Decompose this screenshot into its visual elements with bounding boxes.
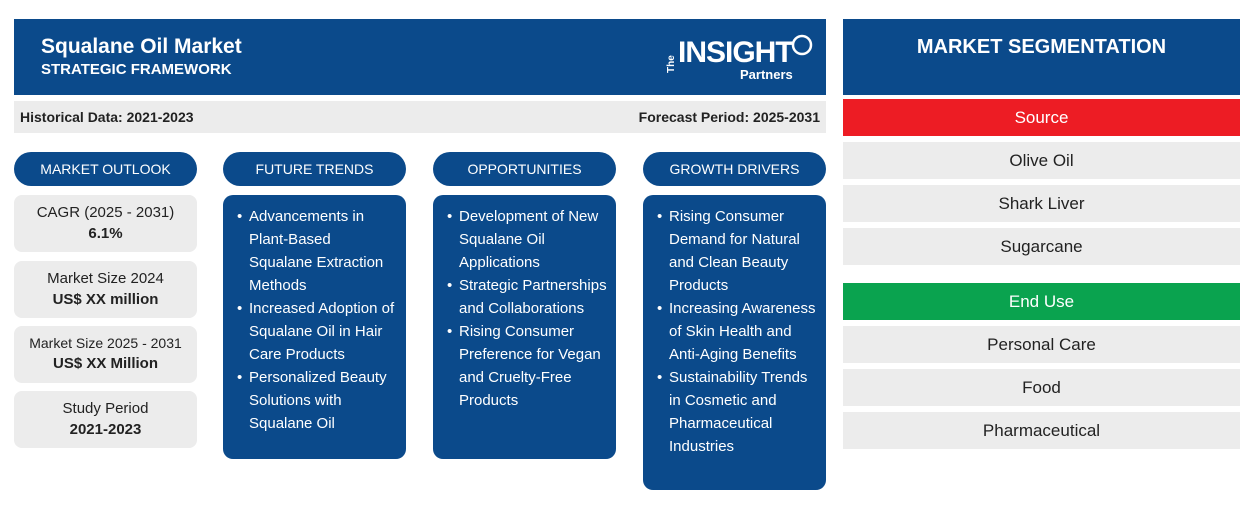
report-subtitle: STRATEGIC FRAMEWORK xyxy=(41,61,232,78)
trend-item: Increased Adoption of Squalane Oil in Ha… xyxy=(237,297,398,366)
report-header: Squalane Oil Market STRATEGIC FRAMEWORK … xyxy=(14,19,826,95)
opportunity-item: Rising Consumer Preference for Vegan and… xyxy=(447,320,608,412)
outlook-label: Market Size 2025 - 2031 xyxy=(29,335,182,351)
outlook-value: US$ XX million xyxy=(52,291,159,308)
logo-magnifier-icon xyxy=(791,34,813,56)
trend-item: Advancements in Plant-Based Squalane Ext… xyxy=(237,205,398,297)
historical-data: Historical Data: 2021-2023 xyxy=(20,109,194,125)
future-trends-box: Advancements in Plant-Based Squalane Ext… xyxy=(223,195,406,459)
outlook-card-study-period: Study Period 2021-2023 xyxy=(14,391,197,448)
driver-item: Rising Consumer Demand for Natural and C… xyxy=(657,205,818,297)
segment-heading-end-use[interactable]: End Use xyxy=(843,283,1240,320)
outlook-card-size-forecast: Market Size 2025 - 2031 US$ XX Million xyxy=(14,326,197,383)
outlook-label: Market Size 2024 xyxy=(47,270,164,287)
segment-item-food[interactable]: Food xyxy=(843,369,1240,406)
market-segmentation-title: MARKET SEGMENTATION xyxy=(843,19,1240,95)
segment-item-olive-oil[interactable]: Olive Oil xyxy=(843,142,1240,179)
opportunity-item: Development of New Squalane Oil Applicat… xyxy=(447,205,608,274)
segment-item-pharmaceutical[interactable]: Pharmaceutical xyxy=(843,412,1240,449)
segment-item-sugarcane[interactable]: Sugarcane xyxy=(843,228,1240,265)
trend-item: Personalized Beauty Solutions with Squal… xyxy=(237,366,398,435)
outlook-card-cagr: CAGR (2025 - 2031) 6.1% xyxy=(14,195,197,252)
outlook-value: 2021-2023 xyxy=(69,421,142,438)
growth-drivers-header: GROWTH DRIVERS xyxy=(643,152,826,186)
opportunities-header: OPPORTUNITIES xyxy=(433,152,616,186)
insight-partners-logo[interactable]: The INSIGHT Partners xyxy=(664,33,814,85)
growth-drivers-box: Rising Consumer Demand for Natural and C… xyxy=(643,195,826,490)
segment-item-shark-liver[interactable]: Shark Liver xyxy=(843,185,1240,222)
outlook-label: Study Period xyxy=(62,400,149,417)
outlook-label: CAGR (2025 - 2031) xyxy=(36,204,175,221)
forecast-period: Forecast Period: 2025-2031 xyxy=(638,109,820,125)
segment-heading-source[interactable]: Source xyxy=(843,99,1240,136)
segment-item-personal-care[interactable]: Personal Care xyxy=(843,326,1240,363)
logo-partners: Partners xyxy=(740,67,793,82)
report-title: Squalane Oil Market xyxy=(41,35,242,58)
driver-item: Sustainability Trends in Cosmetic and Ph… xyxy=(657,366,818,458)
driver-item: Increasing Awareness of Skin Health and … xyxy=(657,297,818,366)
logo-insight: INSIGHT xyxy=(678,36,794,69)
outlook-value: 6.1% xyxy=(88,225,123,242)
market-outlook-header: MARKET OUTLOOK xyxy=(14,152,197,186)
outlook-value: US$ XX Million xyxy=(52,355,158,372)
logo-the: The xyxy=(666,55,677,73)
future-trends-header: FUTURE TRENDS xyxy=(223,152,406,186)
outlook-card-size-2024: Market Size 2024 US$ XX million xyxy=(14,261,197,318)
opportunities-box: Development of New Squalane Oil Applicat… xyxy=(433,195,616,459)
period-bar: Historical Data: 2021-2023 Forecast Peri… xyxy=(14,101,826,133)
opportunity-item: Strategic Partnerships and Collaboration… xyxy=(447,274,608,320)
